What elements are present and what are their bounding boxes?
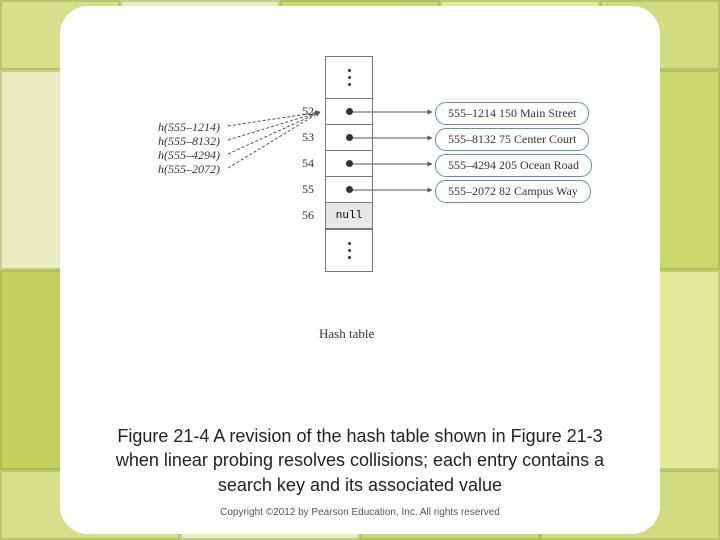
pointer-bullet bbox=[346, 186, 353, 193]
figure-caption: Figure 21-4 A revision of the hash table… bbox=[90, 424, 630, 497]
hash-table-index: 54 bbox=[302, 156, 314, 171]
hash-function-label: h(555–8132) bbox=[158, 134, 220, 149]
hash-table-index: 52 bbox=[302, 104, 314, 119]
hash-function-label: h(555–1214) bbox=[158, 120, 220, 135]
hash-table-index: 53 bbox=[302, 130, 314, 145]
hash-table-index: 55 bbox=[302, 182, 314, 197]
hash-table-cell: 52 bbox=[326, 99, 372, 125]
hash-record: 555–4294 205 Ocean Road bbox=[435, 154, 592, 177]
hash-record: 555–1214 150 Main Street bbox=[435, 102, 589, 125]
hash-function-label: h(555–4294) bbox=[158, 148, 220, 163]
hash-table: 5253545556null bbox=[325, 56, 373, 272]
pointer-bullet bbox=[346, 160, 353, 167]
null-label: null bbox=[336, 210, 362, 222]
copyright-text: Copyright ©2012 by Pearson Education, In… bbox=[90, 507, 630, 518]
content-panel: h(555–1214)h(555–8132)h(555–4294)h(555–2… bbox=[60, 6, 660, 534]
hash-record: 555–8132 75 Center Court bbox=[435, 128, 589, 151]
hash-table-diagram: h(555–1214)h(555–8132)h(555–4294)h(555–2… bbox=[100, 36, 620, 406]
pointer-bullet bbox=[346, 134, 353, 141]
hash-table-cell: 54 bbox=[326, 151, 372, 177]
hash-table-cell: 55 bbox=[326, 177, 372, 203]
hash-function-label: h(555–2072) bbox=[158, 162, 220, 177]
bg-tile bbox=[650, 270, 720, 470]
hash-table-cell: 53 bbox=[326, 125, 372, 151]
hash-table-index: 56 bbox=[302, 208, 314, 223]
hash-table-cell: 56null bbox=[326, 203, 372, 229]
hash-record: 555–2072 82 Campus Way bbox=[435, 180, 591, 203]
hash-table-caption: Hash table bbox=[319, 326, 374, 342]
pointer-bullet bbox=[346, 108, 353, 115]
bg-tile bbox=[650, 70, 720, 270]
